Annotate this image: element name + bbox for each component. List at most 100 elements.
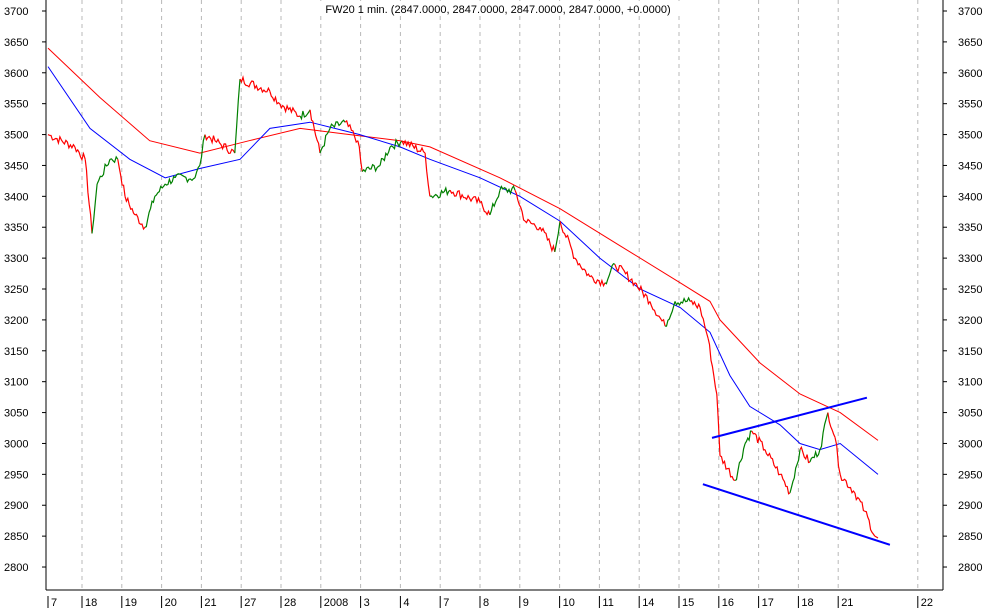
price-segment [559,220,576,259]
x-tick-label: 21 [841,597,853,608]
price-segment [109,155,119,164]
price-segment [401,139,426,154]
price-segment [604,262,616,285]
price-segment [589,275,606,288]
price-segment [827,412,836,438]
x-tick-label: 7 [51,597,57,608]
moving-average-fast [47,66,879,475]
price-segment [699,307,709,339]
chart-title: FW20 1 min. (2847.0000, 2847.0000, 2847.… [325,4,670,16]
y-tick-label-right: 3400 [958,191,982,203]
price-segment [834,437,841,475]
y-tick-label-left: 2950 [4,469,28,481]
y-tick-label-right: 3650 [958,37,982,49]
y-tick-label-right: 3250 [958,284,982,296]
x-tick-label: 14 [642,597,654,608]
price-segment [734,443,746,482]
price-segment [764,449,781,476]
price-segment [47,134,76,150]
price-segment [514,189,526,222]
x-axis-labels: 7 18 19 20 21 27 28 2008 3 4 7 8 9 10 11 14 15 16 17 18 21 22 [47,596,933,608]
price-segment [649,301,666,327]
y-tick-label-left: 2850 [4,531,28,543]
price-segment [789,449,801,494]
price-segment [91,183,98,234]
x-tick-label: 17 [762,597,774,608]
x-tick-label: 27 [244,597,256,608]
x-tick-label: 21 [204,597,216,608]
x-tick-label: 11 [602,597,613,608]
y-tick-label-left: 3500 [4,130,28,142]
x-tick-label: 2008 [324,597,348,608]
x-tick-label: 15 [682,597,694,608]
title-bg [300,1,710,16]
plot-area [47,47,891,546]
price-segment [214,138,236,155]
y-tick-label-right: 3450 [958,160,982,172]
price-segment [716,393,721,456]
price-segment [379,146,391,166]
price-segment [499,184,516,196]
y-tick-label-left: 3300 [4,253,28,265]
price-segment [299,109,311,121]
price-segment [344,119,359,144]
price-segment [674,296,691,306]
price-segment [819,412,829,450]
price-segment [524,218,541,231]
y-tick-label-left: 3200 [4,315,28,327]
price-segment [689,300,701,310]
y-tick-label-right: 3550 [958,99,982,111]
y-tick-label-left: 3150 [4,346,28,358]
x-tick-label: 4 [403,597,409,608]
price-segment [164,175,176,186]
price-segment [124,196,136,216]
price-segment [751,430,766,451]
price-segment [199,134,206,166]
price-segment [839,474,856,494]
price-segment [799,445,811,464]
price-segment [809,449,821,463]
x-tick-label: 19 [125,597,137,608]
price-segment [269,91,281,105]
y-tick-label-left: 3350 [4,222,28,234]
price-segment [574,257,591,277]
y-tick-label-left: 3400 [4,191,28,203]
price-segment [174,173,196,184]
x-tick-label: 18 [85,597,97,608]
price-segment [154,183,166,197]
price-segment [780,473,791,495]
price-segment [744,430,752,444]
price-segment [665,301,676,327]
y-tick-label-left: 2900 [4,500,28,512]
price-segment [134,213,146,231]
price-segment [361,163,381,173]
price-segment [449,189,481,205]
grid [81,0,919,590]
x-tick-label: 10 [563,597,575,608]
price-segment [357,140,363,172]
moving-average-slow [47,47,879,441]
price-segment [204,134,216,145]
y-tick-label-right: 3000 [958,438,982,450]
y-tick-label-left: 3000 [4,438,28,450]
price-segment [479,200,491,216]
price-segment [194,165,201,178]
trendline-upper [711,396,868,439]
price-segment [117,159,126,197]
price-segment [329,119,346,129]
x-tick-label: 18 [801,597,813,608]
y-tick-label-left: 3650 [4,37,28,49]
price-segment [144,196,156,228]
y-tick-label-right: 3200 [958,315,982,327]
price-segment [309,109,321,154]
y-tick-label-left: 3450 [4,160,28,172]
y-tick-label-left: 3250 [4,284,28,296]
y-tick-label-right: 3100 [958,377,982,389]
price-segment [234,78,241,154]
x-tick-label: 7 [443,597,449,608]
price-segment [429,185,451,199]
y-tick-label-left: 3550 [4,99,28,111]
trendline-lower [702,483,891,546]
price-segment [864,510,876,537]
y-tick-label-right: 3600 [958,68,982,80]
